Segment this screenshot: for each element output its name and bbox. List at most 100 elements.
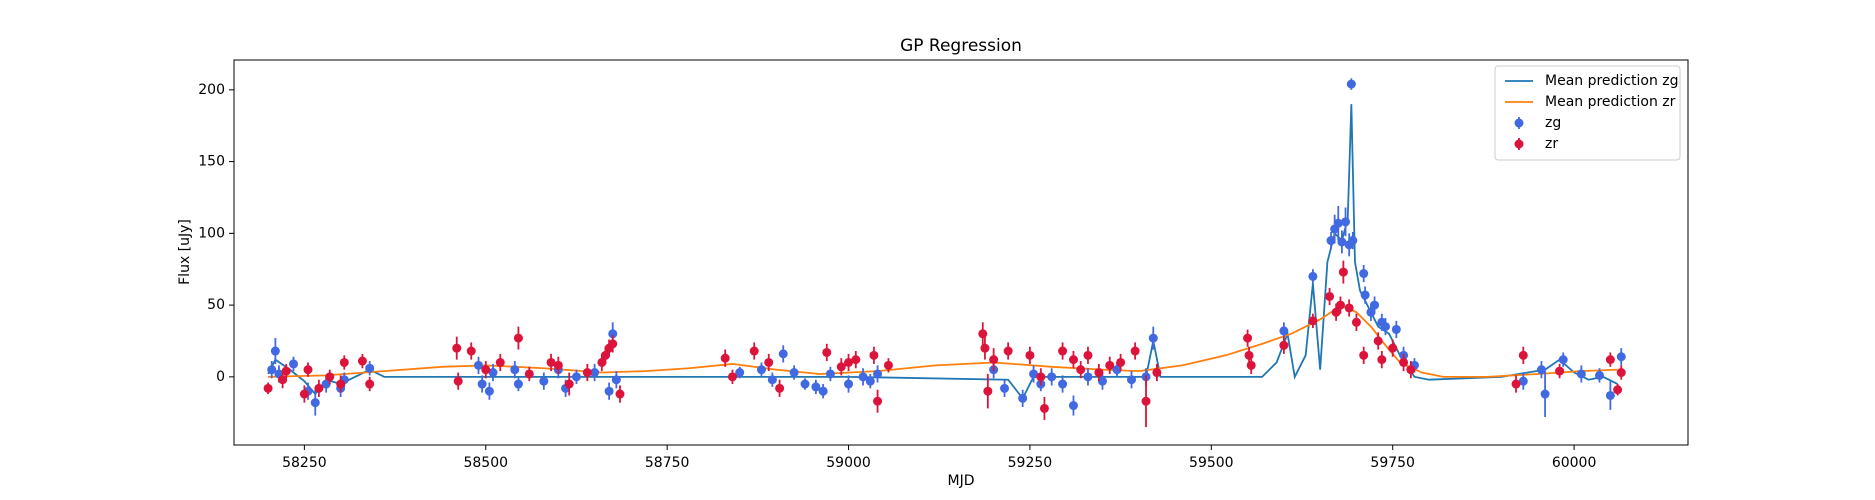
data-point [615,389,625,399]
data-point [778,349,788,359]
data-point [1152,368,1162,378]
data-point [1616,352,1626,362]
data-point [278,375,288,385]
data-point [571,372,581,382]
data-point [1326,236,1336,246]
y-axis-label: Flux [uJy] [177,219,193,285]
data-point [1616,368,1626,378]
y-tick-label: 100 [198,225,225,241]
data-point [608,329,618,339]
data-point [365,379,375,389]
data-point [720,353,730,363]
point-group [263,260,1626,428]
data-point [1333,218,1343,228]
data-point [836,362,846,372]
data-point [1518,376,1528,386]
data-point [267,365,277,375]
data-point [299,389,309,399]
legend-marker [1514,118,1524,128]
data-point [263,383,273,393]
data-point [851,355,861,365]
data-point [357,356,367,366]
y-tick-label: 0 [216,369,225,385]
x-tick-label: 59500 [1189,455,1234,471]
data-point [735,368,745,378]
data-point [1279,326,1289,336]
data-point [883,360,893,370]
data-point [1047,372,1057,382]
data-point [764,357,774,367]
data-point [1116,357,1126,367]
data-point [789,368,799,378]
y-tick-label: 200 [198,82,225,98]
data-point [1000,383,1010,393]
data-point [1083,350,1093,360]
data-point [488,368,498,378]
legend-label: Mean prediction zg [1545,73,1679,89]
data-point [481,365,491,375]
data-point [314,383,324,393]
data-point [1406,365,1416,375]
data-point [978,329,988,339]
data-point [1058,346,1068,356]
data-point [1130,346,1140,356]
data-point [1344,303,1354,313]
data-point [303,365,313,375]
data-point [811,382,821,392]
data-point [1325,291,1335,301]
data-point [869,350,879,360]
data-point [1536,365,1546,375]
data-point [597,357,607,367]
data-point [611,375,621,385]
plot-area [263,78,1626,428]
data-point [1338,267,1348,277]
data-point [1341,217,1351,227]
y-tick-label: 150 [198,154,225,170]
data-point [1511,379,1521,389]
data-point [600,350,610,360]
data-point [1036,372,1046,382]
data-point [1366,307,1376,317]
data-point [1594,370,1604,380]
data-point [1127,375,1137,385]
data-point [524,369,534,379]
data-point [989,355,999,365]
data-point [1039,403,1049,413]
legend-label: zr [1545,136,1558,152]
data-point [339,357,349,367]
data-point [1141,396,1151,406]
data-point [582,368,592,378]
data-point [1068,401,1078,411]
x-tick-label: 58250 [282,455,327,471]
data-point [474,360,484,370]
data-point [865,376,875,386]
data-point [844,379,854,389]
data-point [983,386,993,396]
data-point [1388,343,1398,353]
data-point [1337,237,1347,247]
data-point [336,379,346,389]
data-point [608,339,618,349]
data-point [1555,366,1565,376]
data-point [1359,269,1369,279]
data-point [477,379,487,389]
x-tick-label: 58500 [463,455,508,471]
data-point [590,368,600,378]
data-point [546,357,556,367]
data-point [281,366,291,376]
data-point [825,369,835,379]
data-point [513,333,523,343]
x-tick-label: 59000 [826,455,871,471]
data-point [873,369,883,379]
data-point [452,343,462,353]
data-point [1391,324,1401,334]
data-point [1076,365,1086,375]
data-point [1029,369,1039,379]
data-point [1243,333,1253,343]
data-point [1613,385,1623,395]
x-tick-label: 59250 [1008,455,1053,471]
data-point [288,359,298,369]
data-point [756,365,766,375]
data-point [1025,350,1035,360]
